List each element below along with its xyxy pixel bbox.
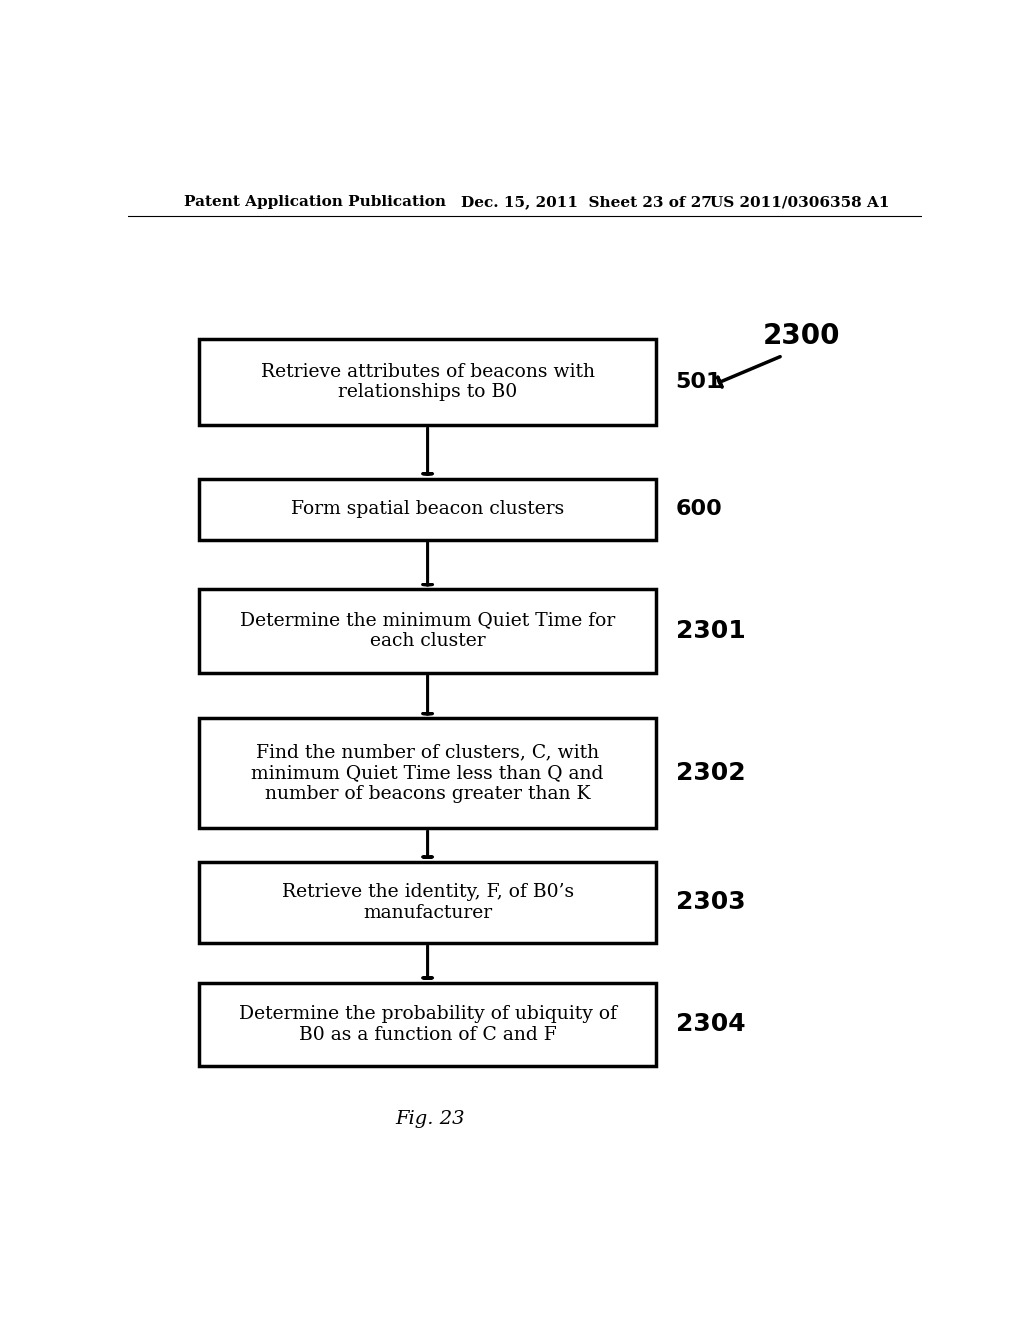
Text: Fig. 23: Fig. 23	[395, 1110, 464, 1127]
Text: Dec. 15, 2011  Sheet 23 of 27: Dec. 15, 2011 Sheet 23 of 27	[461, 195, 712, 209]
Bar	[200, 479, 655, 540]
Text: 2301: 2301	[676, 619, 745, 643]
Text: 600: 600	[676, 499, 722, 519]
Text: 2304: 2304	[676, 1012, 745, 1036]
Bar	[200, 589, 655, 673]
Bar	[200, 718, 655, 828]
Bar	[200, 339, 655, 425]
Text: Find the number of clusters, C, with
minimum Quiet Time less than Q and
number o: Find the number of clusters, C, with min…	[252, 743, 604, 803]
Text: 2303: 2303	[676, 891, 745, 915]
Text: Form spatial beacon clusters: Form spatial beacon clusters	[291, 500, 564, 517]
Text: 2302: 2302	[676, 762, 745, 785]
Text: Determine the minimum Quiet Time for
each cluster: Determine the minimum Quiet Time for eac…	[240, 611, 615, 651]
Bar	[200, 982, 655, 1067]
Text: US 2011/0306358 A1: US 2011/0306358 A1	[711, 195, 890, 209]
Text: Retrieve the identity, F, of B0’s
manufacturer: Retrieve the identity, F, of B0’s manufa…	[282, 883, 573, 921]
Bar	[200, 862, 655, 942]
Text: Patent Application Publication: Patent Application Publication	[183, 195, 445, 209]
Text: Retrieve attributes of beacons with
relationships to B0: Retrieve attributes of beacons with rela…	[260, 363, 595, 401]
Text: 501: 501	[676, 372, 722, 392]
Text: Determine the probability of ubiquity of
B0 as a function of C and F: Determine the probability of ubiquity of…	[239, 1005, 616, 1044]
Text: 2300: 2300	[763, 322, 841, 350]
